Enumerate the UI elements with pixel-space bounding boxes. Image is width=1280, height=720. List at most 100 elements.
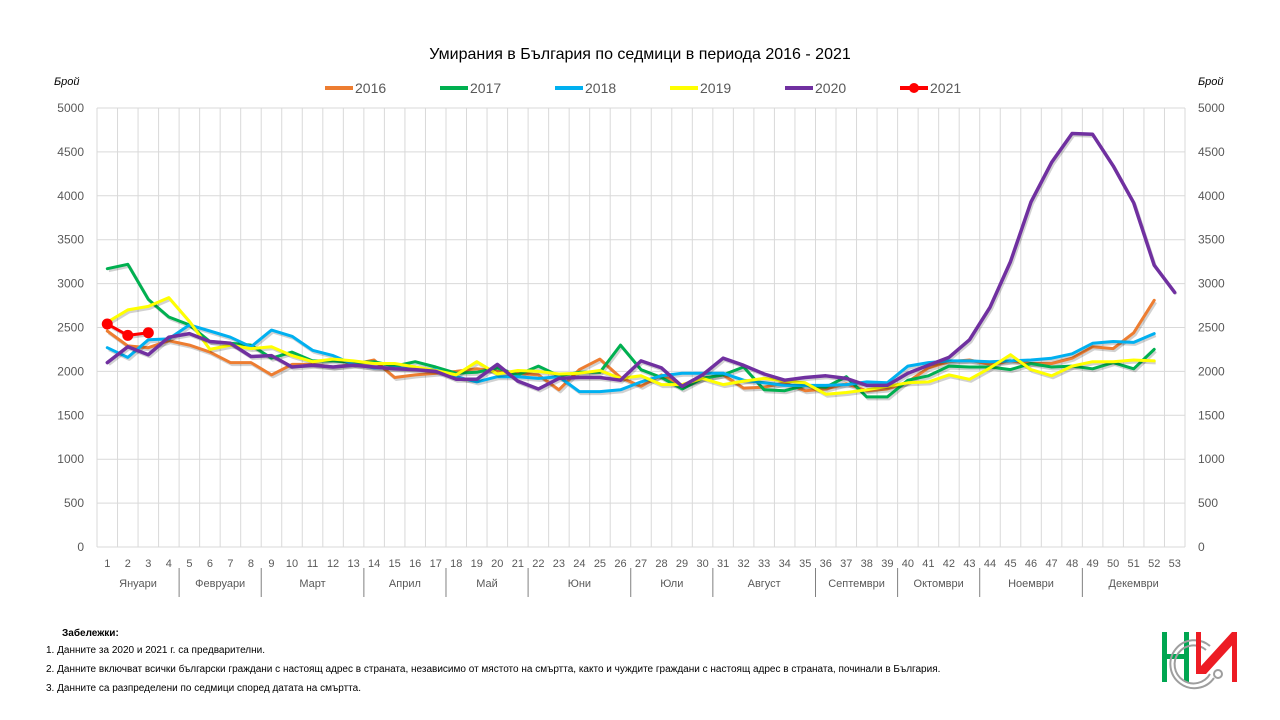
y-tick-label-left: 1500 [57, 408, 84, 422]
x-tick-label: 30 [696, 558, 708, 570]
x-tick-label: 11 [307, 558, 318, 570]
month-label: Май [476, 578, 498, 590]
legend-marker [909, 83, 919, 93]
x-tick-label: 47 [1045, 558, 1057, 570]
x-tick-label: 1 [104, 558, 110, 570]
x-tick-label: 52 [1148, 558, 1160, 570]
y-tick-label-right: 2500 [1198, 321, 1225, 335]
x-tick-label: 36 [820, 558, 832, 570]
x-tick-label: 44 [984, 558, 996, 570]
x-tick-label: 45 [1004, 558, 1016, 570]
x-tick-label: 25 [594, 558, 606, 570]
x-tick-label: 35 [799, 558, 811, 570]
x-tick-label: 22 [532, 558, 544, 570]
y-tick-label-right: 2000 [1198, 364, 1225, 378]
y-axis-title-right: Брой [1198, 76, 1224, 88]
y-tick-label-left: 4000 [57, 189, 84, 203]
legend-item-2018[interactable]: 2018 [555, 80, 670, 96]
month-label: Юни [568, 578, 591, 590]
x-tick-label: 7 [227, 558, 233, 570]
x-tick-label: 37 [840, 558, 852, 570]
x-tick-label: 18 [450, 558, 462, 570]
x-tick-label: 5 [186, 558, 192, 570]
x-tick-label: 12 [327, 558, 339, 570]
y-tick-label-left: 5000 [57, 101, 84, 115]
x-tick-label: 51 [1128, 558, 1140, 570]
x-tick-label: 10 [286, 558, 298, 570]
series-line-2017 [105, 262, 1156, 399]
y-tick-label-left: 0 [77, 540, 84, 554]
y-tick-label-right: 5000 [1198, 101, 1225, 115]
legend-swatch [555, 86, 583, 90]
legend-swatch [440, 86, 468, 90]
y-tick-label-right: 3000 [1198, 277, 1225, 291]
x-tick-label: 6 [207, 558, 213, 570]
legend: 2016 2017 2018 2019 2020 2021 [325, 80, 1015, 96]
x-tick-label: 34 [779, 558, 791, 570]
series-marker-2021 [122, 329, 134, 341]
x-tick-label: 33 [758, 558, 770, 570]
x-tick-label: 8 [248, 558, 254, 570]
month-label: Декември [1109, 578, 1159, 590]
x-tick-label: 9 [268, 558, 274, 570]
x-tick-label: 48 [1066, 558, 1078, 570]
month-label: Ноември [1008, 578, 1054, 590]
x-tick-label: 13 [347, 558, 359, 570]
x-tick-label: 31 [717, 558, 729, 570]
series-marker-2021 [142, 327, 154, 339]
legend-label: 2018 [585, 80, 617, 96]
x-tick-label: 26 [614, 558, 626, 570]
legend-swatch [785, 86, 813, 90]
legend-item-2017[interactable]: 2017 [440, 80, 555, 96]
legend-item-2021[interactable]: 2021 [900, 80, 1015, 96]
x-tick-label: 43 [963, 558, 975, 570]
series-line-2018 [105, 323, 1156, 394]
series-line-2019 [105, 296, 1156, 396]
x-tick-label: 4 [166, 558, 172, 570]
legend-label: 2020 [815, 80, 847, 96]
notes-header: Забележки: [62, 628, 119, 639]
y-tick-label-right: 3500 [1198, 233, 1225, 247]
y-tick-label-left: 2000 [57, 364, 84, 378]
note-2: 2. Данните включват всички български гра… [46, 664, 941, 675]
month-label: Април [389, 578, 421, 590]
y-tick-label-left: 3000 [57, 277, 84, 291]
x-tick-label: 21 [512, 558, 524, 570]
x-tick-label: 20 [491, 558, 503, 570]
month-label: Август [748, 578, 781, 590]
legend-swatch [900, 83, 928, 93]
x-tick-label: 15 [389, 558, 401, 570]
x-tick-label: 27 [635, 558, 647, 570]
y-tick-label-right: 0 [1198, 540, 1205, 554]
legend-item-2016[interactable]: 2016 [325, 80, 440, 96]
series-shadow-2020 [107, 134, 1178, 393]
x-tick-label: 32 [738, 558, 750, 570]
chart-title: Умирания в България по седмици в периода… [429, 46, 851, 63]
month-label: Март [299, 578, 325, 590]
y-tick-label-left: 4500 [57, 145, 84, 159]
legend-label: 2016 [355, 80, 387, 96]
legend-label: 2021 [930, 80, 962, 96]
notes: Забележки: 1. Данните за 2020 и 2021 г. … [46, 628, 940, 702]
logo-letter-i [1196, 632, 1237, 682]
x-tick-label: 50 [1107, 558, 1119, 570]
x-tick-label: 49 [1086, 558, 1098, 570]
x-tick-label: 14 [368, 558, 380, 570]
x-tick-label: 17 [430, 558, 442, 570]
x-tick-label: 23 [553, 558, 565, 570]
y-tick-label-left: 3500 [57, 233, 84, 247]
x-tick-label: 16 [409, 558, 421, 570]
legend-item-2020[interactable]: 2020 [785, 80, 900, 96]
y-tick-label-left: 500 [64, 496, 84, 510]
x-tick-label: 19 [471, 558, 483, 570]
month-label: Февруари [195, 578, 245, 590]
legend-item-2019[interactable]: 2019 [670, 80, 785, 96]
y-tick-label-right: 4000 [1198, 189, 1225, 203]
x-tick-label: 28 [655, 558, 667, 570]
y-tick-label-right: 500 [1198, 496, 1218, 510]
legend-swatch [325, 86, 353, 90]
nsi-logo [1162, 632, 1237, 690]
series-marker-2021 [101, 318, 113, 330]
series-line-2020 [105, 131, 1177, 391]
